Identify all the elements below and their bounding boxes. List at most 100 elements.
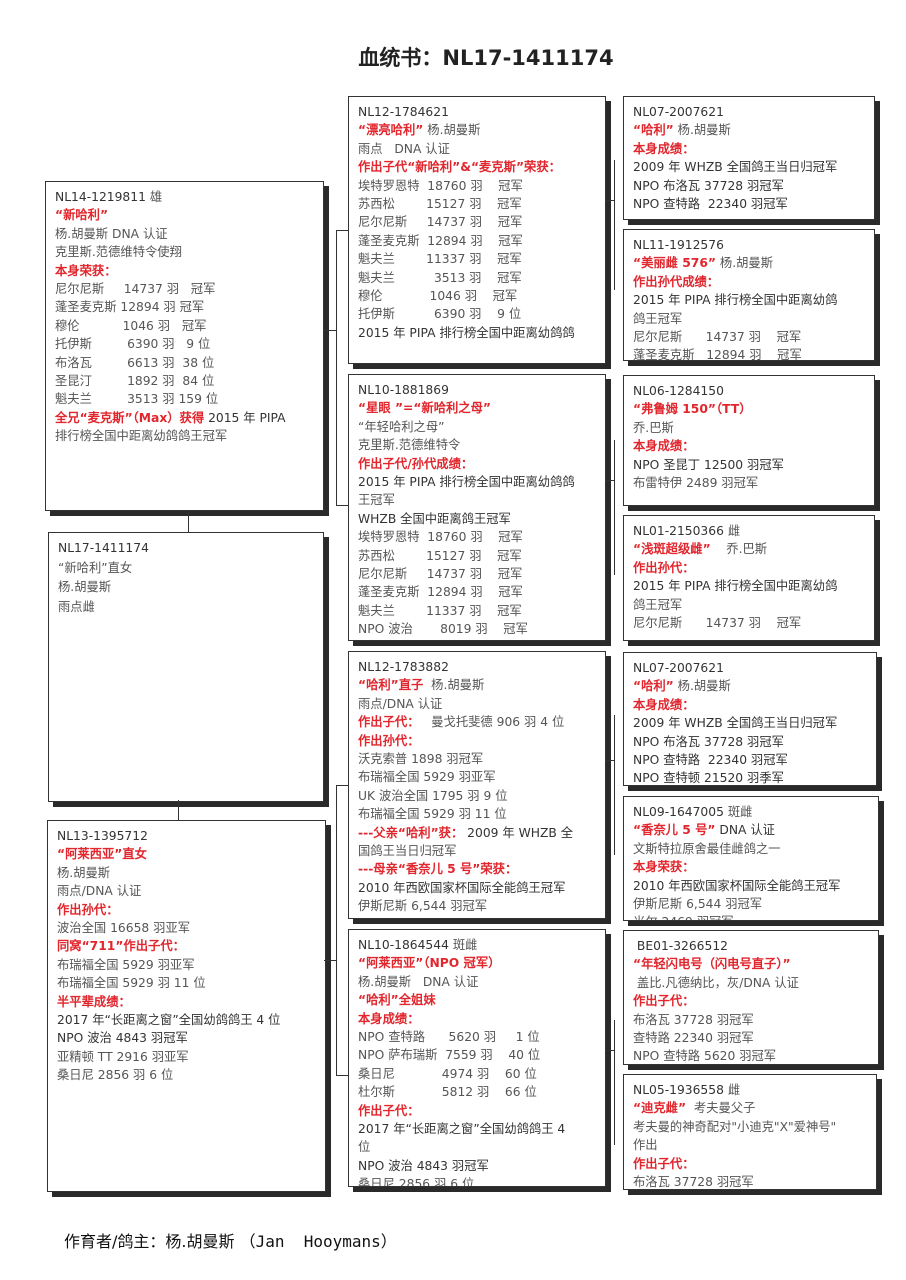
pedigree-line: 作出孙代： — [358, 732, 605, 750]
pedigree-line: 桑日尼 4974 羽 60 位 — [358, 1065, 605, 1083]
text-segment: 雨点/DNA 认证 — [57, 884, 142, 899]
text-segment: 考夫曼的神奇配对"小迪克"X"爱神号" — [633, 1119, 837, 1134]
text-segment: “哈利”直子 — [358, 678, 424, 693]
pedigree-line: “年轻哈利之母” — [358, 418, 605, 436]
pedigree-line: UK 波治全国 1795 羽 9 位 — [358, 787, 605, 805]
text-segment: “迪克雌” — [633, 1101, 687, 1116]
text-segment: 文斯特拉原舍最佳雌鸽之一 — [633, 841, 781, 856]
text-segment: 2015 年 PIPA 排行榜全国中距离幼鸽鸽 — [358, 475, 575, 490]
connector — [336, 1075, 348, 1076]
ring-number: NL01-2150366 雌 — [633, 522, 874, 540]
text-segment: NL17-1411174 — [58, 541, 149, 555]
text-segment: 作出子代： — [358, 1103, 420, 1118]
pedigree-line: “浅斑超级雌” 乔.巴斯 — [633, 540, 874, 558]
text-segment: 2009 年 WHZB 全 — [463, 825, 574, 840]
text-segment: 魁夫兰 3513 羽 159 位 — [55, 392, 219, 407]
text-segment: 魁夫兰 11337 羽 冠军 — [358, 603, 522, 618]
text-segment: “浅斑超级雌” — [633, 542, 711, 557]
connector — [336, 785, 337, 1075]
text-segment: 蓬圣麦克斯 12894 羽 冠军 — [55, 300, 205, 315]
text-segment: 杨.胡曼斯 DNA 认证 — [358, 974, 479, 989]
ring-number: NL12-1783882 — [358, 658, 605, 676]
text-segment: NL01-2150366 — [633, 524, 728, 538]
pedigree-line: 桑日尼 2856 羽 6 位 — [358, 1175, 605, 1186]
text-segment: 托伊斯 6390 羽 9 位 — [358, 307, 522, 322]
text-segment: 伊斯尼斯 6,544 羽冠军 — [633, 897, 763, 912]
pedigree-line: 布瑞福全国 5929 羽 11 位 — [358, 805, 605, 823]
text-segment: WHZB 全国中距离鸽王冠军 — [358, 511, 511, 526]
text-segment: 2017 年“长距离之窗”全国幼鸽鸽王 4 — [358, 1122, 566, 1137]
ring-number: NL06-1284150 — [633, 382, 874, 400]
text-segment: 雄 — [149, 190, 163, 204]
text-segment: “弗鲁姆 150”（TT） — [633, 402, 752, 417]
pedigree-line: NPO 圣昆丁 12500 羽冠军 — [633, 456, 874, 474]
text-segment: “年轻哈利之母” — [358, 419, 445, 434]
text-segment: NL09-1647005 — [633, 805, 728, 819]
text-segment: NL12-1783882 — [358, 660, 449, 674]
ring-number: NL05-1936558 雌 — [633, 1081, 876, 1099]
text-segment: NL07-2007621 — [633, 661, 724, 675]
pedigree-line: 考夫曼的神奇配对"小迪克"X"爱神号" — [633, 1118, 876, 1136]
text-segment: “新哈利” — [55, 208, 109, 223]
pedigree-line: 穆伦 1046 羽 冠军 — [358, 287, 605, 305]
text-segment: 查特路 22340 羽冠军 — [633, 1031, 754, 1046]
ring-number: NL10-1881869 — [358, 381, 605, 399]
text-segment: NPO 波治 4843 羽冠军 — [358, 1158, 489, 1173]
text-segment: 2015 年 PIPA 排行榜全国中距离幼鸽 — [633, 579, 838, 594]
pedigree-line: 作出子代： — [358, 1102, 605, 1120]
connector — [606, 1050, 614, 1051]
pedigree-line: 本身成绩： — [358, 1010, 605, 1028]
text-segment: 作出子代： — [633, 994, 695, 1009]
pedigree-line: 作出子代： — [633, 1155, 876, 1173]
pedigree-line: 伊斯尼斯 6,544 羽冠军 — [358, 897, 605, 915]
breeder-name: （Jan Hooymans） — [239, 1232, 397, 1251]
text-segment: 雨点 DNA 认证 — [358, 141, 450, 156]
text-segment: 本身成绩： — [633, 439, 695, 454]
text-segment: 杨.胡曼斯 — [423, 678, 485, 693]
pedigree-line: “哈利”全姐妹 — [358, 991, 605, 1009]
pedigree-line: 杨.胡曼斯 — [58, 578, 323, 598]
pedigree-line: 同窝“711”作出子代： — [57, 937, 325, 955]
text-segment: 作出子代/孙代成绩： — [358, 456, 474, 471]
text-segment: ---母亲“香奈儿 5 号”荣获： — [358, 862, 518, 877]
pedigree-line: NPO 查特顿 21520 羽季军 — [633, 769, 876, 786]
pedigree-line: 2015 年 PIPA 排行榜全国中距离幼鸽 — [633, 577, 874, 595]
pedigree-line: 蓬圣麦克斯 12894 羽 冠军 — [55, 298, 323, 316]
pedigree-line: 魁夫兰 3513 羽 159 位 — [55, 390, 323, 408]
text-segment: 克里斯.范德维特令使翔 — [55, 245, 182, 260]
ring-number: NL14-1219811 雄 — [55, 188, 323, 206]
pedigree-line: NPO 查特路 5620 羽 1 位 — [358, 1028, 605, 1046]
pedigree-line: “哈利” 杨.胡曼斯 — [633, 121, 874, 139]
text-segment: “阿莱西亚”直女 — [57, 847, 147, 862]
text-segment: 2015 年 PIPA — [204, 410, 286, 425]
text-segment: NPO 波治 4843 羽冠军 — [57, 1031, 188, 1046]
pedigree-line: “香奈儿 5 号” DNA 认证 — [633, 821, 878, 839]
text-segment: 本身成绩： — [633, 697, 695, 712]
text-segment: 穆伦 1046 羽 冠军 — [55, 318, 207, 333]
text-segment: 魁夫兰 11337 羽 冠军 — [358, 252, 522, 267]
pedigree-box-sire: NL14-1219811 雄 “新哈利” 杨.胡曼斯 DNA 认证 克里斯.范德维特令… — [45, 181, 324, 511]
text-segment: 埃特罗恩特 18760 羽 冠军 — [358, 178, 523, 193]
text-segment: NPO 查特顿 21520 羽季军 — [633, 771, 784, 786]
ring-number: NL10-1864544 斑雌 — [358, 936, 605, 954]
connector — [324, 330, 336, 331]
text-segment: 本身荣获： — [55, 263, 117, 278]
pedigree-line: 盖比.凡德纳比，灰/DNA 认证 — [633, 974, 878, 992]
text-segment: 伊斯尼斯 6,544 羽冠军 — [358, 899, 488, 914]
text-segment: 乔.巴斯 — [633, 420, 674, 435]
text-segment: 魁夫兰 3513 羽 冠军 — [358, 270, 522, 285]
pedigree-line: 本身成绩： — [633, 437, 874, 455]
text-segment: 半平辈成绩： — [57, 994, 131, 1009]
pedigree-line: 鸽王冠军 — [633, 596, 874, 614]
text-segment: 雌 — [727, 524, 741, 538]
text-segment: 2017 年“长距离之窗”全国幼鸽鸽王 4 位 — [57, 1013, 281, 1028]
text-segment: 米尔 2469 羽冠军 — [633, 915, 734, 920]
pedigree-line: 穆伦 1046 羽 冠军 — [55, 317, 323, 335]
text-segment: NL10-1864544 — [358, 938, 453, 952]
text-segment: “美丽雌 576” — [633, 256, 717, 271]
breeder-footer: 作育者/鸽主：杨.胡曼斯 （Jan Hooymans） — [64, 1228, 397, 1252]
text-segment: NL05-1936558 — [633, 1083, 728, 1097]
pedigree-line: WHZB 全国中距离鸽王冠军 — [358, 510, 605, 528]
text-segment: BE01-3266512 — [633, 939, 728, 953]
text-segment: 苏西松 15127 羽 冠军 — [358, 548, 522, 563]
